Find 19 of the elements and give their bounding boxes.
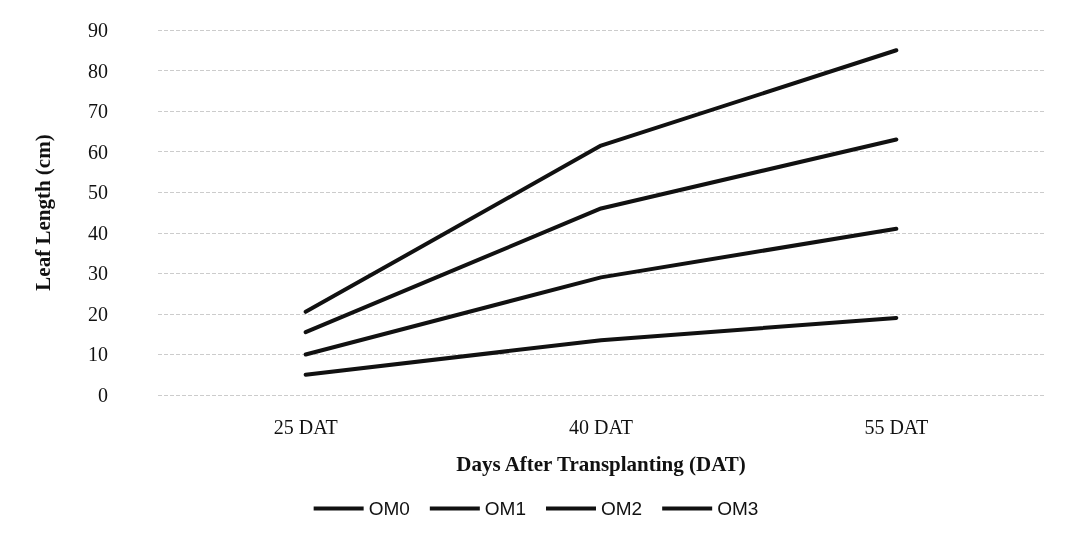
- y-tick-label: 60: [88, 140, 108, 163]
- x-tick-label: 25 DAT: [273, 416, 338, 438]
- x-tick-label: 40 DAT: [569, 416, 633, 438]
- legend-label: OM3: [717, 498, 759, 519]
- x-tick-label: 55 DAT: [864, 416, 929, 438]
- legend-label: OM1: [484, 498, 527, 519]
- legend-label: OM2: [601, 498, 643, 519]
- y-tick-label: 0: [98, 384, 108, 406]
- y-axis-title: Leaf Length (cm): [30, 134, 55, 291]
- y-tick-label: 20: [88, 302, 108, 325]
- legend-label: OM0: [368, 498, 410, 519]
- y-tick-label: 10: [88, 343, 108, 366]
- y-tick-label: 70: [88, 100, 108, 123]
- y-tick-label: 30: [88, 262, 108, 285]
- x-axis-title: Days After Transplanting (DAT): [456, 451, 746, 476]
- y-tick-label: 40: [88, 221, 108, 244]
- y-tick-label: 50: [88, 181, 108, 204]
- y-tick-label: 90: [88, 19, 108, 41]
- y-tick-label: 80: [88, 59, 108, 82]
